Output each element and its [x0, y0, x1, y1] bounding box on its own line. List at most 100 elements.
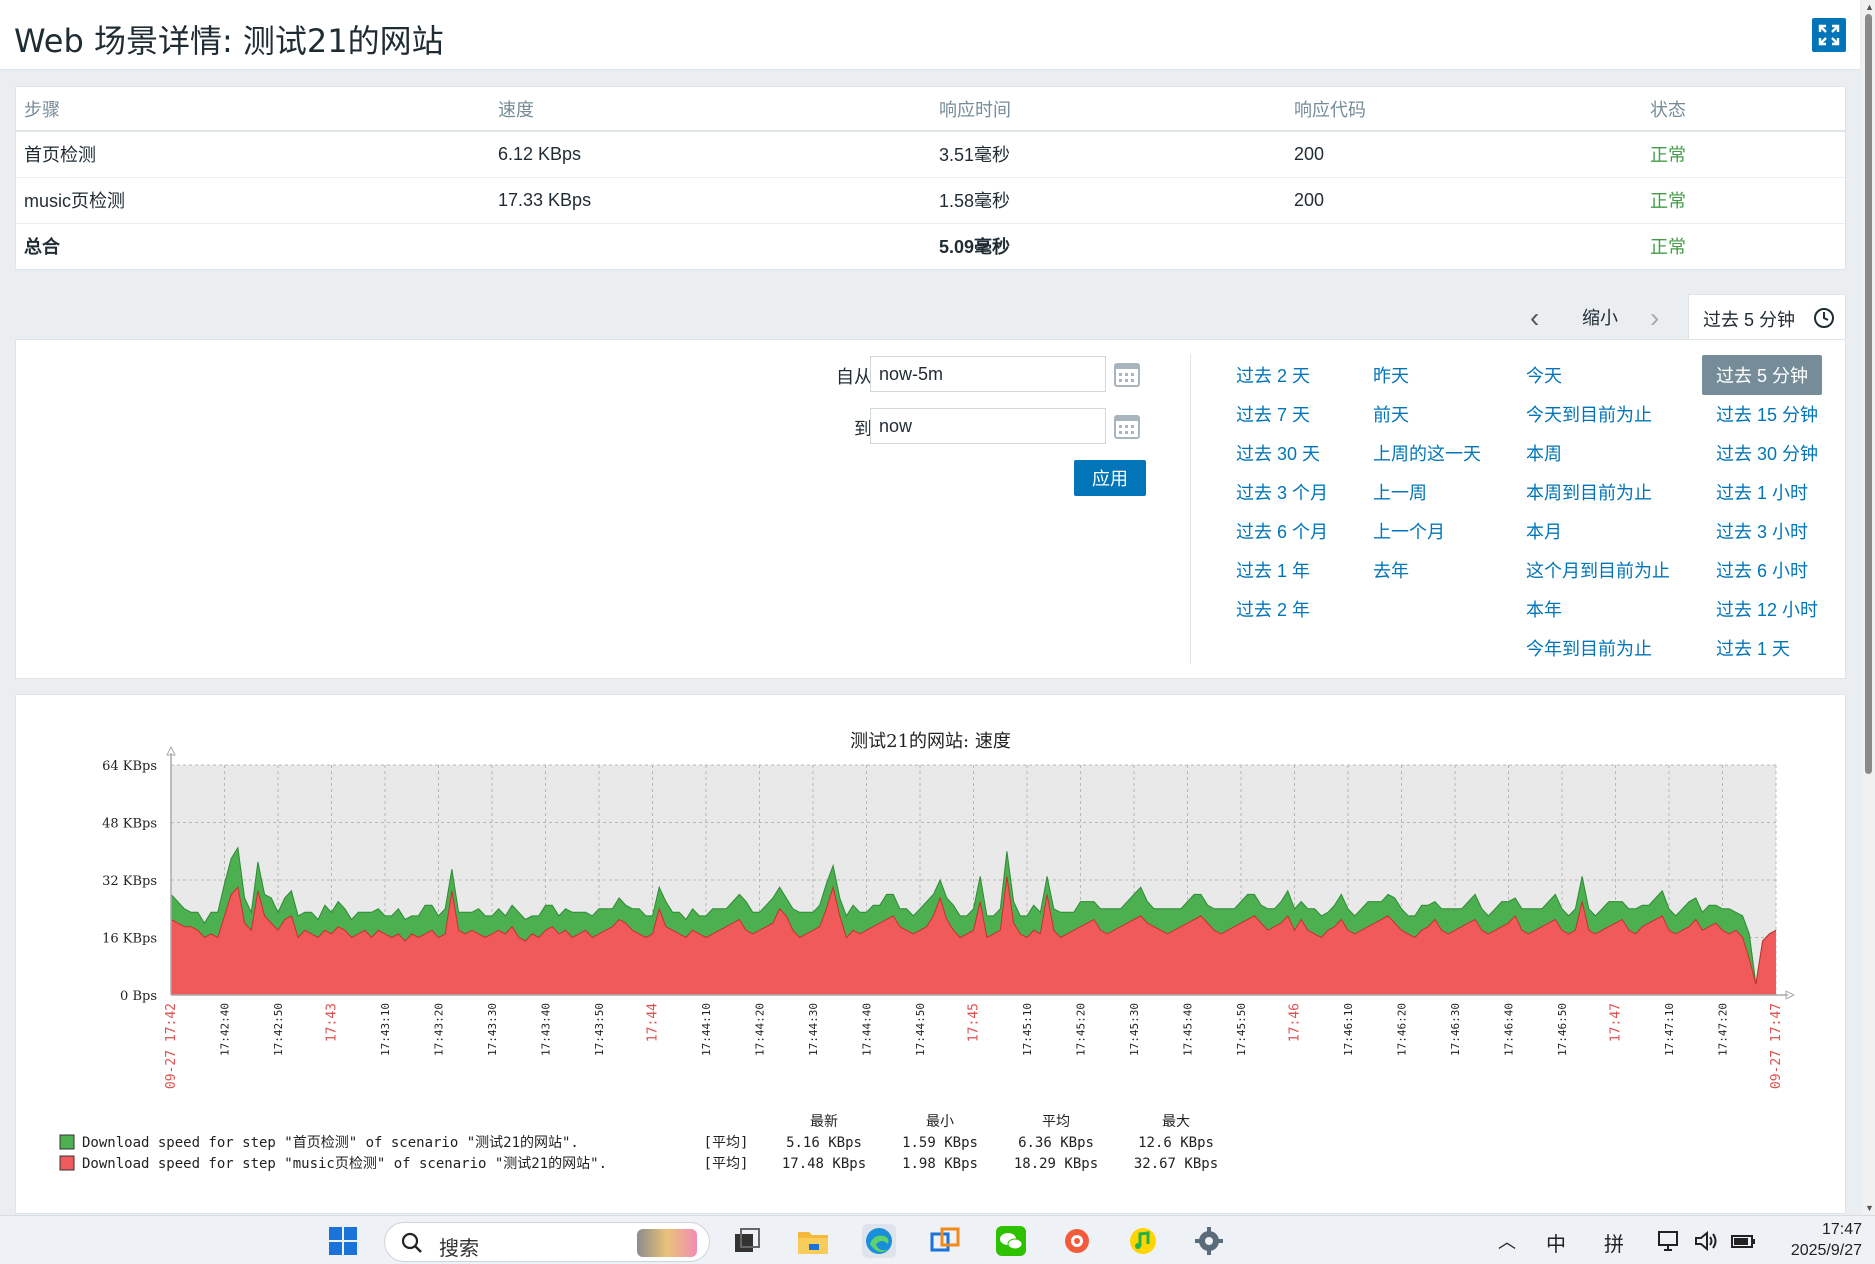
from-input[interactable] [870, 356, 1106, 392]
quick-range-option[interactable]: 过去 5 分钟 [1702, 355, 1823, 395]
x-tick-label: 17:44:40 [861, 1003, 874, 1056]
scroll-up-icon[interactable]: ▲ [1865, 2, 1874, 12]
windows-icon [329, 1227, 357, 1255]
ime-mode-indicator[interactable]: 中 [1546, 1234, 1566, 1256]
edge-browser-button[interactable] [862, 1224, 896, 1258]
chevron-up-icon[interactable]: ︿ [1498, 1232, 1516, 1252]
settings-button[interactable] [1192, 1224, 1226, 1258]
quick-range-option[interactable]: 本周到目前为止 [1526, 483, 1652, 503]
page-title: Web 场景详情: 测试21的网站 [14, 22, 444, 60]
remote-desktop-button[interactable] [928, 1224, 962, 1258]
quick-range-option[interactable]: 去年 [1373, 561, 1409, 581]
music-icon [1130, 1228, 1156, 1254]
task-view-button[interactable] [730, 1224, 764, 1258]
calendar-icon[interactable] [1114, 361, 1140, 387]
apply-button[interactable]: 应用 [1074, 460, 1146, 496]
legend-function: [平均] [704, 1156, 749, 1172]
battery-icon[interactable] [1730, 1230, 1756, 1252]
quick-range-option[interactable]: 今天 [1526, 366, 1562, 386]
chart-title: 测试21的网站: 速度 [850, 731, 1011, 752]
quick-range-option[interactable]: 过去 30 分钟 [1716, 444, 1819, 464]
steps-table-panel: 步骤 速度 响应时间 响应代码 状态 首页检测 6.12 KBps 3.51毫秒… [15, 86, 1846, 270]
taskbar-date[interactable]: 2025/9/27 [1790, 1242, 1862, 1259]
task-view-icon [735, 1228, 760, 1252]
y-tick-label: 48 KBps [102, 817, 157, 832]
filter-divider [1190, 354, 1191, 664]
quick-range-option[interactable]: 今年到目前为止 [1526, 639, 1652, 659]
x-tick-label: 17:45:10 [1021, 1003, 1034, 1056]
quick-range-option[interactable]: 上一个月 [1373, 522, 1445, 542]
quick-range-option[interactable]: 前天 [1373, 405, 1409, 425]
quick-range-option[interactable]: 过去 2 年 [1236, 600, 1311, 620]
legend-column-header: 最大 [1162, 1114, 1190, 1130]
file-explorer-button[interactable] [796, 1224, 830, 1258]
x-tick-label: 17:44 [646, 1003, 661, 1042]
x-tick-label: 09-27 17:42 [164, 1003, 179, 1089]
fullscreen-icon [1818, 24, 1840, 46]
x-tick-label: 17:44:50 [914, 1003, 927, 1056]
chevron-left-icon[interactable]: ‹ [1530, 302, 1540, 333]
x-tick-label: 17:45:50 [1235, 1003, 1248, 1056]
calendar-icon[interactable] [1114, 413, 1140, 439]
to-input[interactable] [870, 408, 1106, 444]
start-button[interactable] [326, 1224, 360, 1258]
legend-value: 32.67 KBps [1134, 1156, 1218, 1172]
quick-range-option[interactable]: 过去 3 个月 [1236, 483, 1329, 503]
quick-range-option[interactable]: 过去 30 天 [1236, 444, 1321, 464]
quick-range-option[interactable]: 过去 1 小时 [1716, 483, 1809, 503]
quick-range-option[interactable]: 这个月到目前为止 [1526, 561, 1670, 581]
quick-range-option[interactable]: 过去 6 个月 [1236, 522, 1329, 542]
quick-range-option[interactable]: 本月 [1526, 522, 1562, 542]
quick-range-option[interactable]: 过去 12 小时 [1716, 600, 1819, 620]
fullscreen-button[interactable] [1812, 18, 1846, 52]
quick-range-option[interactable]: 上一周 [1373, 483, 1427, 503]
wechat-button[interactable] [994, 1224, 1028, 1258]
status-badge: 正常 [1650, 237, 1686, 258]
column-header-step: 步骤 [16, 87, 490, 132]
quick-range-option[interactable]: 本年 [1526, 600, 1562, 620]
quick-range-option[interactable]: 本周 [1526, 444, 1562, 464]
taskbar-search[interactable]: 搜索 [384, 1222, 710, 1262]
x-tick-label: 09-27 17:47 [1769, 1003, 1784, 1089]
quick-range-option[interactable]: 过去 6 小时 [1716, 561, 1809, 581]
step-speed: 6.12 KBps [490, 131, 931, 178]
scrollbar-thumb[interactable] [1865, 14, 1872, 774]
quick-range-option[interactable]: 过去 2 天 [1236, 366, 1311, 386]
zoom-out-button[interactable]: 缩小 [1582, 308, 1618, 328]
taskbar-time[interactable]: 17:47 [1821, 1221, 1862, 1238]
x-axis-arrow-icon [1785, 990, 1796, 1000]
quick-range-option[interactable]: 过去 1 年 [1236, 561, 1311, 581]
ime-pinyin-indicator[interactable]: 拼 [1604, 1234, 1624, 1256]
column-header-speed: 速度 [490, 87, 931, 132]
legend-value: 1.59 KBps [902, 1135, 978, 1151]
legend-column-header: 最新 [810, 1114, 838, 1130]
table-total-row: 总合 5.09毫秒 正常 [16, 223, 1845, 269]
steps-table: 步骤 速度 响应时间 响应代码 状态 首页检测 6.12 KBps 3.51毫秒… [16, 87, 1845, 269]
time-period-tab[interactable]: 过去 5 分钟 [1688, 294, 1846, 340]
app-button-red[interactable] [1060, 1224, 1094, 1258]
quick-range-option[interactable]: 今天到目前为止 [1526, 405, 1652, 425]
page-scrollbar[interactable]: ▲ ▼ [1862, 0, 1875, 1215]
chevron-right-icon[interactable]: › [1650, 302, 1660, 333]
series-line-homepage [170, 846, 1777, 985]
status-badge: 正常 [1642, 131, 1845, 178]
music-app-button[interactable] [1126, 1224, 1160, 1258]
volume-icon[interactable] [1694, 1230, 1718, 1252]
quick-range-option[interactable]: 过去 1 天 [1716, 639, 1791, 659]
step-name: music页检测 [16, 177, 490, 224]
quick-range-option[interactable]: 上周的这一天 [1373, 444, 1481, 464]
search-icon [401, 1232, 422, 1253]
x-tick-label: 17:44:30 [807, 1003, 820, 1056]
quick-range-option[interactable]: 过去 3 小时 [1716, 522, 1809, 542]
scroll-down-icon[interactable]: ▼ [1865, 1203, 1874, 1213]
network-icon[interactable] [1658, 1230, 1682, 1252]
x-tick-label: 17:43:10 [379, 1003, 392, 1056]
quick-range-option[interactable]: 昨天 [1373, 366, 1409, 386]
speed-chart: 0 Bps 16 KBps 32 KBps 48 KBps 64 KBps 09-27 1… [59, 745, 1796, 1172]
x-tick-label: 17:45:20 [1075, 1003, 1088, 1056]
legend-swatch [59, 1134, 75, 1150]
from-label: 自从 [836, 367, 872, 387]
legend-function: [平均] [704, 1135, 749, 1151]
quick-range-option[interactable]: 过去 7 天 [1236, 405, 1311, 425]
quick-range-option[interactable]: 过去 15 分钟 [1716, 405, 1819, 425]
